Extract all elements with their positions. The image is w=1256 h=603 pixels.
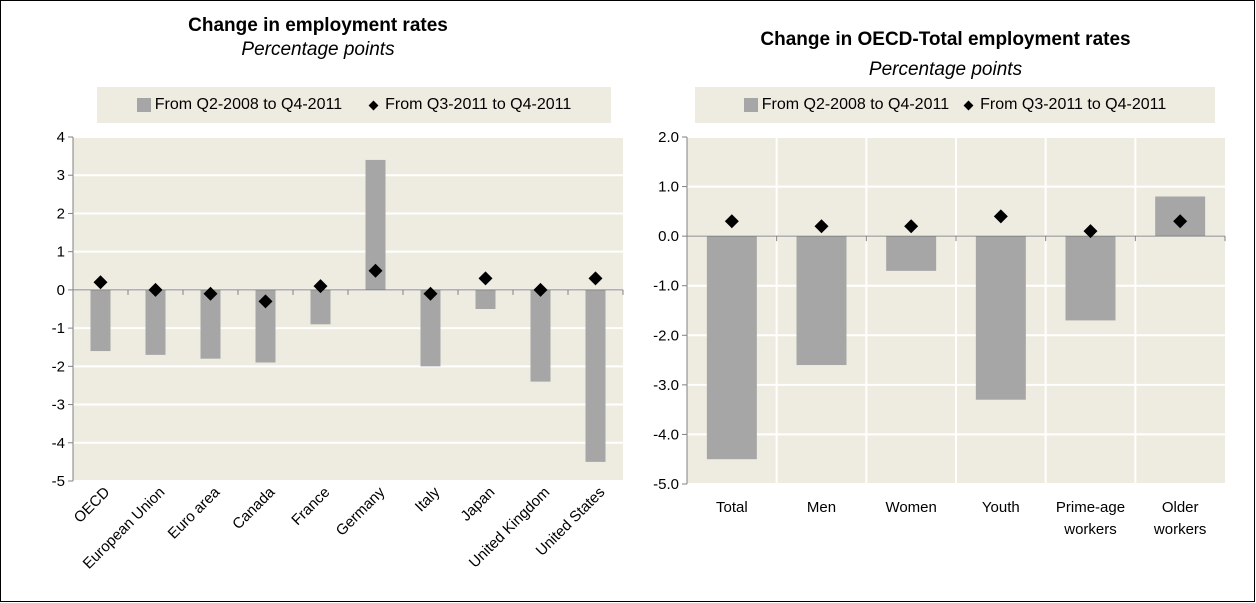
bar [796, 236, 847, 366]
bar [90, 289, 111, 352]
data-point-marker [423, 286, 438, 301]
bar [706, 236, 757, 460]
chart-panel-groups: Change in OECD-Total employment rates Pe… [635, 1, 1256, 603]
x-tick-label: Canada [229, 483, 279, 533]
x-tick-label: Women [885, 499, 936, 516]
chart-panel-country: Change in employment rates Percentage po… [1, 1, 635, 603]
data-point-marker [203, 286, 218, 301]
data-point-marker [904, 219, 919, 234]
x-tick-label: Japan [457, 484, 498, 525]
legend-label-marker: From Q3-2011 to Q4-2011 [980, 96, 1167, 113]
y-tick-label: 1 [57, 244, 65, 261]
x-tick-label: workers [1153, 521, 1207, 538]
y-tick-label: -3 [52, 397, 65, 414]
y-tick-label: -5 [52, 473, 65, 490]
x-tick-label: OECD [71, 484, 114, 527]
y-tick-label: 2.0 [658, 129, 679, 146]
bar [420, 289, 441, 367]
chart-subtitle: Percentage points [241, 39, 395, 60]
legend-bar-swatch [743, 98, 758, 112]
data-point-marker [814, 219, 829, 234]
data-point-marker [533, 282, 548, 297]
chart-legend: From Q2-2008 to Q4-2011 From Q3-2011 to … [695, 87, 1215, 123]
chart-groups-svg: 2.0 1.0 0.0 -1.0 -2.0 -3.0 -4.0 -5.0 Total Men Wom… [653, 129, 1226, 538]
y-tick-label: 4 [57, 129, 65, 146]
bar [255, 289, 276, 363]
data-point-marker [478, 271, 493, 286]
y-tick-label: -2 [52, 358, 65, 375]
y-tick-label: -1 [52, 320, 65, 337]
bar [1065, 236, 1116, 321]
legend-label-bar: From Q2-2008 to Q4-2011 [154, 96, 343, 113]
y-tick-label: 2 [57, 205, 65, 222]
legend-label-marker: From Q3-2011 to Q4-2011 [385, 96, 572, 113]
x-tick-label: Germany [333, 483, 389, 539]
data-point-marker [1083, 224, 1098, 239]
data-point-marker [148, 282, 163, 297]
bar [975, 236, 1026, 400]
data-point-marker [313, 279, 328, 294]
y-tick-label: -2.0 [653, 327, 679, 344]
data-point-marker [993, 209, 1008, 224]
data-point-marker [1173, 214, 1188, 229]
x-tick-label: France [288, 484, 333, 529]
data-point-marker [588, 271, 603, 286]
x-tick-label: Total [716, 499, 748, 516]
y-tick-label: -1.0 [653, 278, 679, 295]
data-point-marker [724, 214, 739, 229]
legend-label-bar: From Q2-2008 to Q4-2011 [761, 96, 950, 113]
data-point-marker [368, 263, 383, 278]
chart-legend: From Q2-2008 to Q4-2011 From Q3-2011 to … [97, 87, 611, 123]
x-tick-label: Euro area [165, 483, 224, 542]
bar [530, 289, 551, 382]
y-tick-label: 1.0 [658, 179, 679, 196]
y-tick-label: 3 [57, 167, 65, 184]
y-tick-label: 0 [57, 282, 65, 299]
x-tick-label: workers [1063, 521, 1117, 538]
chart-title: Change in employment rates [188, 15, 448, 36]
bar [145, 289, 166, 355]
data-point-marker [258, 294, 273, 309]
y-tick-label: -4 [52, 435, 65, 452]
y-tick-label: -3.0 [653, 377, 679, 394]
chart-subtitle: Percentage points [868, 59, 1023, 80]
y-tick-label: 0.0 [658, 228, 679, 245]
x-tick-label: Prime-age [1056, 499, 1125, 516]
x-tick-label: Youth [982, 499, 1020, 516]
data-point-marker [93, 275, 108, 290]
x-tick-label: Italy [412, 483, 444, 515]
x-tick-label: Older [1162, 499, 1199, 516]
bar [365, 159, 386, 290]
x-tick-label: Men [807, 499, 836, 516]
bar [475, 289, 496, 309]
y-tick-label: -5.0 [653, 476, 679, 493]
chart-title: Change in OECD-Total employment rates [760, 29, 1131, 50]
y-tick-label: -4.0 [653, 426, 679, 443]
bar [310, 289, 331, 325]
bar [585, 289, 606, 462]
legend-bar-swatch [136, 98, 151, 112]
bar [886, 236, 937, 271]
bar [200, 289, 221, 359]
